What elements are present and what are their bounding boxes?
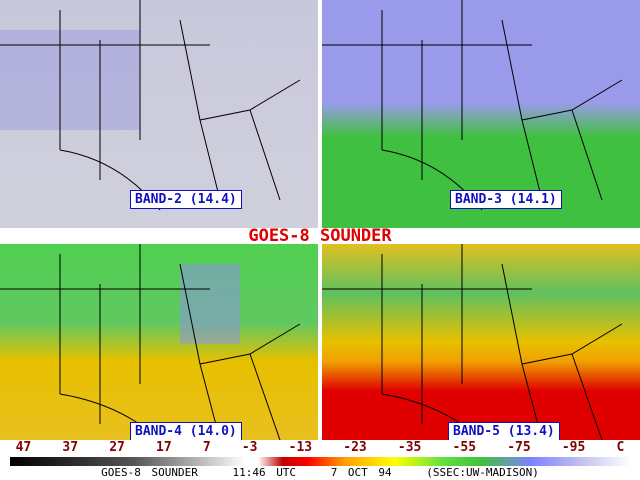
band-label: BAND-4 (14.0) [130, 422, 242, 440]
scale-label: -23 [343, 440, 367, 455]
footer-source: GOES-8 SOUNDER [101, 466, 198, 479]
footer-time: 11:46 UTC [232, 466, 297, 479]
map-lines [0, 244, 301, 440]
footer: GOES-8 SOUNDER 11:46 UTC 7 OCT 94 (SSEC:… [0, 466, 640, 479]
scale-label: -13 [288, 440, 313, 455]
map-lines [322, 244, 623, 440]
scale-label: 27 [109, 440, 125, 455]
color-bar [10, 457, 630, 466]
map-lines [0, 0, 301, 211]
color-scale-labels: 47 37 27 17 7 -3 -13 -23 -35 -55 -75 -95 C [0, 440, 640, 456]
scale-label: 7 [202, 440, 211, 455]
scale-label: 37 [62, 440, 79, 455]
scale-label: 47 [15, 440, 32, 455]
scale-label: -3 [241, 440, 258, 455]
scale-label: C [616, 440, 625, 455]
band-label: BAND-3 (14.1) [450, 190, 562, 209]
footer-date: 7 OCT 94 [330, 466, 392, 479]
scale-label: -55 [452, 440, 477, 455]
panel-band-3: BAND-3 (14.1) [322, 0, 640, 228]
panel-band-2: BAND-2 (14.4) [0, 0, 318, 228]
footer-credit: (SSEC:UW-MADISON) [426, 466, 539, 479]
title: GOES-8 SOUNDER [248, 226, 392, 246]
scale-label: 17 [156, 440, 172, 455]
panel-band-5: BAND-5 (13.4) [322, 244, 640, 440]
panel-band-4: BAND-4 (14.0) [0, 244, 318, 440]
scale-label: -75 [507, 440, 531, 455]
scale-label: -95 [561, 440, 586, 455]
scale-label: -35 [397, 440, 422, 455]
band-label: BAND-5 (13.4) [448, 422, 560, 440]
map-lines [322, 0, 623, 211]
band-label: BAND-2 (14.4) [130, 190, 242, 209]
